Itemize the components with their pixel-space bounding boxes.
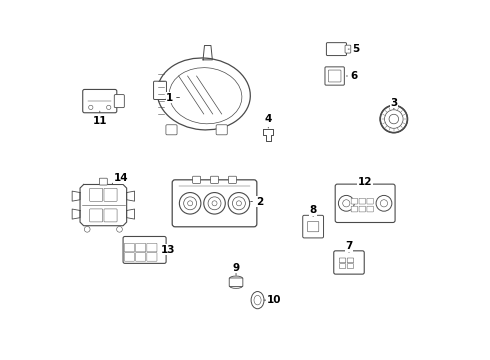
FancyBboxPatch shape	[359, 198, 366, 204]
FancyBboxPatch shape	[339, 264, 346, 269]
Circle shape	[184, 197, 196, 210]
Circle shape	[204, 193, 225, 214]
Circle shape	[385, 110, 403, 128]
Ellipse shape	[157, 58, 250, 130]
Text: 7: 7	[345, 241, 353, 252]
Text: 8: 8	[310, 206, 317, 217]
FancyBboxPatch shape	[359, 206, 366, 212]
FancyBboxPatch shape	[193, 176, 200, 183]
Circle shape	[84, 226, 90, 232]
Text: 12: 12	[358, 177, 372, 187]
FancyBboxPatch shape	[347, 258, 354, 263]
FancyBboxPatch shape	[90, 209, 103, 222]
FancyBboxPatch shape	[303, 215, 323, 238]
Circle shape	[212, 201, 217, 206]
FancyBboxPatch shape	[104, 188, 117, 201]
FancyBboxPatch shape	[123, 237, 166, 264]
FancyBboxPatch shape	[172, 180, 257, 227]
FancyBboxPatch shape	[334, 251, 364, 274]
FancyBboxPatch shape	[228, 176, 236, 183]
Circle shape	[117, 226, 122, 232]
Text: 5: 5	[348, 44, 360, 54]
Circle shape	[343, 200, 350, 207]
FancyBboxPatch shape	[211, 176, 219, 183]
FancyBboxPatch shape	[339, 258, 346, 263]
FancyBboxPatch shape	[347, 264, 354, 269]
FancyBboxPatch shape	[166, 125, 177, 135]
FancyBboxPatch shape	[153, 81, 167, 99]
Ellipse shape	[230, 284, 243, 288]
Text: 4: 4	[265, 114, 272, 128]
Circle shape	[179, 193, 201, 214]
FancyBboxPatch shape	[147, 243, 157, 252]
Text: 11: 11	[93, 111, 107, 126]
FancyBboxPatch shape	[104, 209, 117, 222]
FancyBboxPatch shape	[308, 221, 319, 232]
Circle shape	[232, 197, 245, 210]
Text: 6: 6	[346, 71, 358, 81]
FancyBboxPatch shape	[114, 95, 124, 108]
FancyBboxPatch shape	[136, 243, 146, 252]
FancyBboxPatch shape	[83, 89, 117, 113]
FancyBboxPatch shape	[328, 70, 341, 82]
Circle shape	[107, 105, 111, 109]
Text: 2: 2	[251, 197, 263, 207]
Circle shape	[339, 195, 354, 211]
Polygon shape	[72, 209, 80, 219]
FancyBboxPatch shape	[326, 42, 346, 55]
FancyBboxPatch shape	[124, 243, 134, 252]
Ellipse shape	[251, 292, 264, 309]
Ellipse shape	[254, 296, 261, 305]
Polygon shape	[263, 129, 273, 141]
Circle shape	[208, 197, 221, 210]
FancyBboxPatch shape	[367, 206, 373, 212]
Text: 9: 9	[232, 263, 240, 275]
Text: 10: 10	[264, 295, 281, 305]
Polygon shape	[72, 191, 80, 201]
Text: 14: 14	[112, 173, 128, 184]
FancyBboxPatch shape	[90, 188, 103, 201]
FancyBboxPatch shape	[136, 253, 146, 261]
FancyBboxPatch shape	[345, 45, 351, 53]
Polygon shape	[203, 45, 212, 60]
FancyBboxPatch shape	[99, 178, 107, 185]
FancyBboxPatch shape	[351, 206, 358, 212]
FancyBboxPatch shape	[351, 198, 358, 204]
Circle shape	[89, 105, 93, 109]
Polygon shape	[80, 184, 126, 226]
Text: 13: 13	[161, 245, 175, 255]
Text: 3: 3	[390, 98, 397, 109]
FancyBboxPatch shape	[216, 125, 227, 135]
Text: 1: 1	[166, 93, 179, 103]
Polygon shape	[126, 209, 135, 219]
FancyBboxPatch shape	[367, 198, 373, 204]
Circle shape	[236, 201, 242, 206]
Circle shape	[380, 200, 388, 207]
Circle shape	[376, 195, 392, 211]
FancyBboxPatch shape	[229, 278, 243, 287]
FancyBboxPatch shape	[124, 253, 134, 261]
FancyBboxPatch shape	[325, 67, 344, 85]
Polygon shape	[126, 191, 135, 201]
Circle shape	[380, 105, 408, 133]
Ellipse shape	[169, 68, 242, 124]
Circle shape	[389, 114, 398, 124]
Ellipse shape	[230, 276, 243, 280]
FancyBboxPatch shape	[335, 184, 395, 222]
Circle shape	[228, 193, 250, 214]
Circle shape	[188, 201, 193, 206]
FancyBboxPatch shape	[147, 253, 157, 261]
